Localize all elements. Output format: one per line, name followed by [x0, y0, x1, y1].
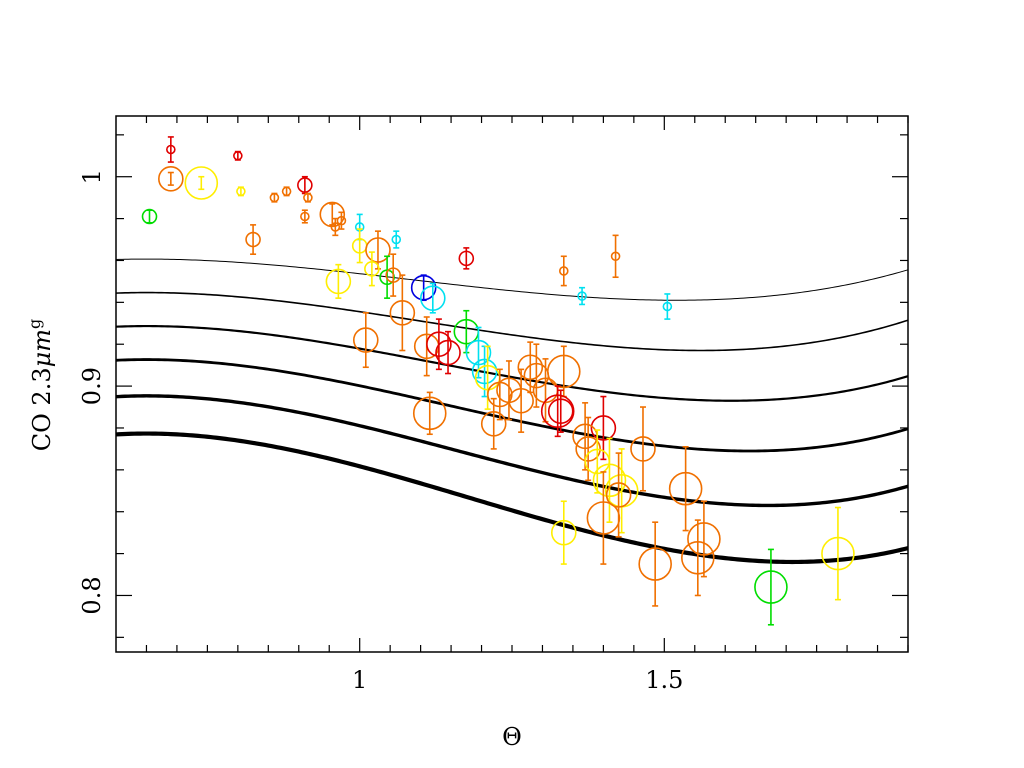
- y-axis-label-main: CO 2.3: [28, 367, 56, 451]
- data-point: [480, 410, 507, 437]
- data-point: [330, 222, 341, 232]
- data-point: [325, 268, 352, 295]
- data-point: [630, 436, 656, 462]
- model-curve: [115, 358, 909, 453]
- data-point: [419, 285, 446, 311]
- data-point: [391, 234, 402, 245]
- model-curve: [115, 258, 909, 301]
- y-axis-label: CO 2.3μmg: [25, 319, 56, 451]
- data-point: [590, 415, 617, 441]
- data-point: [508, 387, 534, 414]
- data-point: [558, 266, 569, 276]
- data-point: [517, 354, 544, 381]
- data-point: [605, 482, 632, 508]
- data-point: [610, 251, 621, 262]
- data-point: [364, 261, 380, 277]
- data-point: [303, 192, 313, 203]
- data-point: [687, 522, 721, 556]
- data-point: [465, 339, 492, 366]
- data-point: [575, 436, 601, 462]
- data-point: [236, 186, 246, 197]
- y-axis-label-unit: m: [28, 329, 56, 352]
- data-point: [166, 144, 176, 155]
- data-point: [336, 215, 347, 226]
- data-point: [471, 358, 498, 385]
- data-point: [233, 150, 243, 161]
- y-tick-label: 1: [78, 169, 106, 184]
- model-curve: [115, 394, 909, 508]
- data-point: [435, 339, 461, 366]
- data-point: [592, 463, 627, 498]
- data-point: [662, 301, 673, 312]
- x-tick-label: 1.5: [645, 666, 683, 694]
- data-point: [546, 354, 581, 389]
- data-point: [319, 201, 346, 228]
- data-point: [184, 166, 219, 200]
- model-curve: [115, 431, 909, 565]
- data-point: [458, 250, 475, 267]
- data-point: [352, 327, 379, 353]
- data-point: [547, 398, 574, 425]
- y-tick-label: 0.8: [78, 576, 106, 614]
- data-point: [158, 166, 184, 192]
- data-point: [300, 211, 310, 222]
- data-point: [410, 274, 437, 301]
- model-curve: [115, 324, 909, 402]
- data-point: [550, 519, 577, 546]
- data-point: [379, 269, 395, 286]
- data-point: [389, 300, 416, 326]
- data-point: [412, 396, 447, 431]
- data-point: [586, 501, 621, 535]
- x-axis-label: Θ: [502, 723, 522, 751]
- axis-ticks: [116, 116, 909, 652]
- y-tick-label: 0.9: [78, 367, 106, 405]
- plot-frame: [115, 115, 909, 653]
- model-curves: [115, 258, 909, 565]
- y-axis-label-sup: g: [25, 319, 44, 329]
- data-point: [281, 186, 292, 197]
- model-curve: [115, 291, 909, 352]
- data-point: [821, 536, 855, 571]
- data-point: [681, 540, 715, 575]
- data-point: [269, 192, 280, 203]
- data-point: [577, 291, 587, 301]
- data-point: [540, 394, 575, 429]
- data-point: [754, 570, 788, 604]
- data-point: [638, 547, 672, 581]
- data-point: [297, 177, 313, 193]
- data-point: [245, 231, 261, 248]
- tick-labels: 1 1.5 0.8 0.9 1: [78, 169, 683, 694]
- data-point: [365, 237, 391, 263]
- x-tick-label: 1: [352, 666, 367, 694]
- data-points: [141, 136, 855, 626]
- data-point: [668, 471, 703, 506]
- data-point: [141, 208, 158, 225]
- y-axis-label-mu: μ: [28, 352, 56, 368]
- data-point: [426, 331, 452, 358]
